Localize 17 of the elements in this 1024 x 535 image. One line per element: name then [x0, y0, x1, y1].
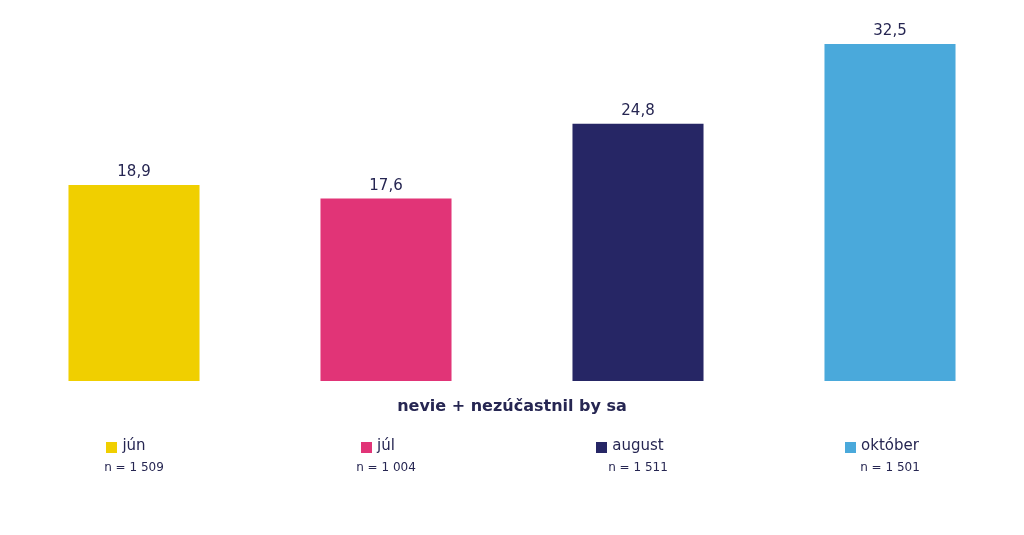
x-tick-label: júl [376, 435, 395, 454]
bar [320, 198, 452, 381]
bar [68, 184, 200, 381]
text: n = 1 501 [860, 460, 920, 475]
bar [572, 123, 704, 381]
x-axis-title: nevie + nezúčastnil by sa [397, 396, 627, 416]
text: n = 1 509 [104, 460, 164, 475]
data-label: 24,8 [621, 101, 655, 120]
data-label: 32,5 [873, 21, 907, 40]
x-tick-label: jún [121, 435, 146, 454]
data-label: 18,9 [117, 162, 151, 181]
data-label: 17,6 [369, 175, 403, 194]
x-tick-label: august [612, 435, 664, 454]
text: n = 1 511 [608, 460, 668, 475]
x-tick-label: október [861, 435, 920, 454]
text: n = 1 004 [356, 460, 416, 475]
bar [824, 43, 956, 381]
